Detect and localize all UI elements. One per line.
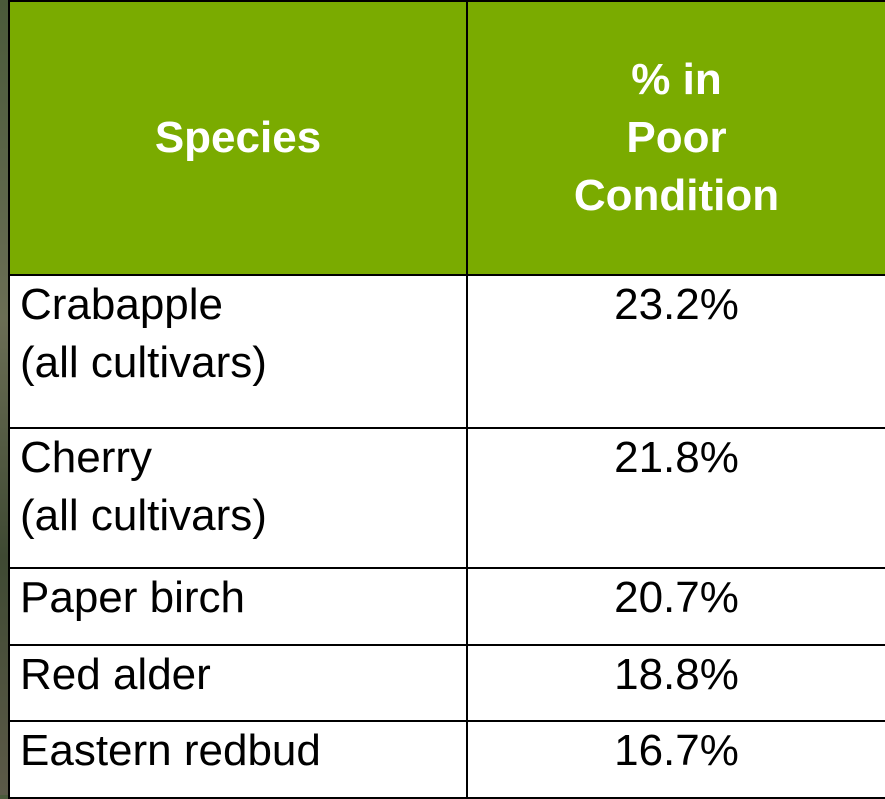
- percent-cell: 18.8%: [466, 644, 885, 722]
- percent-cell: 23.2%: [466, 274, 885, 429]
- percent-cell: 21.8%: [466, 427, 885, 569]
- header-row: Species % in Poor Condition: [8, 0, 885, 276]
- species-cell: Cherry (all cultivars): [8, 427, 468, 569]
- data-table: Species % in Poor Condition Crabapple (a…: [8, 0, 885, 799]
- table-row: Paper birch 20.7%: [8, 567, 885, 646]
- percent-cell: 20.7%: [466, 567, 885, 646]
- header-cell: Species: [8, 0, 468, 276]
- header-cell: % in Poor Condition: [466, 0, 885, 276]
- species-cell: Paper birch: [8, 567, 468, 646]
- table-row: Cherry (all cultivars) 21.8%: [8, 427, 885, 569]
- percent-cell: 16.7%: [466, 720, 885, 799]
- species-cell: Eastern redbud: [8, 720, 468, 799]
- table-row: Red alder 18.8%: [8, 644, 885, 722]
- table-row: Eastern redbud 16.7%: [8, 720, 885, 799]
- species-cell: Red alder: [8, 644, 468, 722]
- species-cell: Crabapple (all cultivars): [8, 274, 468, 429]
- table-row: Crabapple (all cultivars) 23.2%: [8, 274, 885, 429]
